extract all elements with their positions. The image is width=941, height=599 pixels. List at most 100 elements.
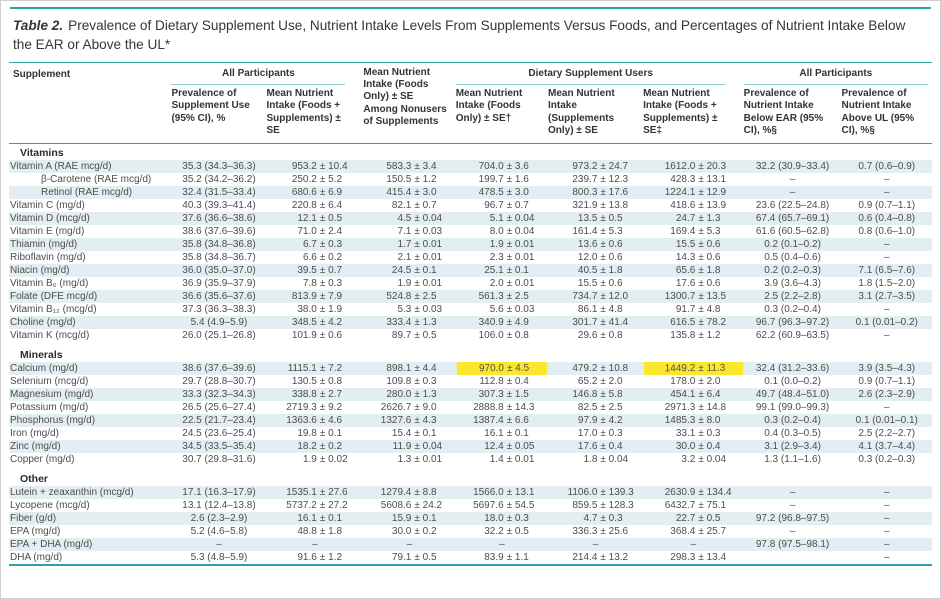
table-row: Iron (mg/d) 24.5 (23.6–25.4) 19.8 ± 0.1 15.4… xyxy=(9,427,932,440)
value-cell: – xyxy=(841,525,932,538)
value: 32.2 (30.9–33.4) xyxy=(755,160,830,172)
value-cell: 418.6 ± 13.9 xyxy=(643,199,744,212)
value-cell: 2.5 (2.2–2.8) xyxy=(743,289,842,303)
value: 26.0 (25.1–26.8) xyxy=(182,329,256,341)
value-se: ± 1.6 xyxy=(506,173,529,185)
value: 2971.3 ± 14.8 xyxy=(644,401,743,414)
value: 18.2 ± 0.2 xyxy=(268,440,363,453)
value: 2626.7 ± 9.0 xyxy=(364,401,454,414)
value: 22.5 (21.7–23.4) xyxy=(182,414,256,426)
value-number: 65.6 xyxy=(675,264,696,276)
value-cell: 2.6 (2.3–2.9) xyxy=(171,511,267,525)
value-cell: 1.9 ± 0.01 xyxy=(455,237,548,251)
value: 2630.9 ± 134.4 xyxy=(644,486,743,499)
value-se: ± 0.3 xyxy=(506,512,529,524)
value-cell: 109.8 ± 0.3 xyxy=(363,375,455,388)
value-cell: 704.0 ± 3.6 xyxy=(455,159,548,173)
value: 1363.6 ± 4.6 xyxy=(268,414,363,427)
value: 32.4 (31.5–33.4) xyxy=(182,186,256,198)
value-se: ± 6.6 xyxy=(506,414,529,426)
value-se: ± 0.5 xyxy=(506,525,529,537)
value-cell: 38.0 ± 1.9 xyxy=(267,303,364,316)
value-cell: 1115.1 ± 7.2 xyxy=(266,361,364,375)
value-se: ± 0.04 xyxy=(506,212,535,224)
supplement-label: Potassium (mg/d) xyxy=(10,401,89,413)
value-cell: 150.5 ± 1.2 xyxy=(363,173,455,186)
value-cell: 0.4 (0.3–0.5) xyxy=(744,427,842,440)
value-cell: 16.1 ± 0.1 xyxy=(456,427,548,440)
value: 734.7 ± 12.0 xyxy=(549,290,642,303)
value-number: 1612.0 xyxy=(664,160,696,172)
value-cell: 130.5 ± 0.8 xyxy=(267,375,364,388)
value: 5.2 (4.6–5.8) xyxy=(190,525,248,537)
value-number: 478.5 xyxy=(478,186,504,198)
value-cell: 1.3 ± 0.01 xyxy=(363,453,455,466)
column-header: Prevalence of Nutrient Intake Below EAR … xyxy=(743,84,842,144)
supplement-label: Vitamin K (mcg/d) xyxy=(10,329,90,341)
value-cell: 1.3 (1.1–1.6) xyxy=(744,453,842,466)
value-number: 1485.3 xyxy=(664,414,696,426)
supplement-label: Magnesium (mg/d) xyxy=(9,387,172,401)
value-cell: 18.2 ± 0.2 xyxy=(266,439,364,453)
value-se: ± 1.3 xyxy=(414,388,437,400)
value-cell: 33.1 ± 0.3 xyxy=(643,427,744,440)
value: 26.5 (25.6–27.4) xyxy=(182,401,256,413)
value: 24.5 (23.6–25.4) xyxy=(182,427,256,439)
value-cell: 17.6 ± 0.4 xyxy=(548,439,644,453)
value: 616.5 ± 78.2 xyxy=(644,316,743,329)
value-cell: 800.3 ± 17.6 xyxy=(548,185,644,199)
value-cell: 4.7 ± 0.3 xyxy=(548,511,644,525)
value: 5.6 ± 0.03 xyxy=(457,303,547,316)
value-number: 583.3 xyxy=(386,160,412,172)
value-cell: 16.1 ± 0.1 xyxy=(266,511,364,525)
value-se: ± 0.03 xyxy=(414,225,443,237)
value-cell: 17.1 (16.3–17.9) xyxy=(171,485,267,499)
value-se: ± 7.9 xyxy=(319,290,343,302)
value-cell: 18.0 ± 0.3 xyxy=(455,511,548,525)
value-cell: 24.5 (23.6–25.4) xyxy=(171,427,266,440)
column-header: Prevalence of Supplement Use (95% CI), % xyxy=(171,84,267,144)
value: 96.7 (96.3–97.2) xyxy=(755,316,830,328)
table-row: Calcium (mg/d) 38.6 (37.6–39.6) 1115.1 ± 7.… xyxy=(9,361,932,375)
value: 307.3 ± 1.5 xyxy=(457,388,547,401)
value: 0.7 (0.6–0.9) xyxy=(858,160,916,172)
value: 16.1 ± 0.1 xyxy=(457,427,547,440)
value: 0.2 (0.1–0.2) xyxy=(764,238,821,250)
value: 29.7 (28.8–30.7) xyxy=(182,375,256,387)
value-cell: 62.2 (60.9–63.5) xyxy=(744,329,842,342)
supplement-label: Niacin (mg/d) xyxy=(9,263,172,277)
value-cell: – xyxy=(841,401,932,414)
value: 15.9 ± 0.1 xyxy=(364,512,454,525)
value-number: 135.8 xyxy=(670,329,696,341)
value-se: ± 1.8 xyxy=(698,264,721,276)
value: 36.6 (35.6–37.6) xyxy=(182,290,256,302)
value-cell: 12.0 ± 0.6 xyxy=(548,251,643,264)
value: 3.1 (2.9–3.4) xyxy=(764,440,821,452)
group-header-label: All Participants xyxy=(743,68,928,85)
value-se: ± 54.5 xyxy=(506,499,535,511)
value-cell: 2719.3 ± 9.2 xyxy=(267,401,364,414)
value: 280.0 ± 1.3 xyxy=(364,388,454,401)
value-se: ± 5.3 xyxy=(600,225,623,237)
value: 1.8 ± 0.04 xyxy=(549,453,642,466)
value-number: 24.7 xyxy=(675,212,696,224)
value: 859.5 ± 128.3 xyxy=(549,499,642,512)
value-cell: 0.9 (0.7–1.1) xyxy=(841,375,932,388)
value: – xyxy=(883,551,890,563)
value: 35.2 (34.2–36.2) xyxy=(182,173,256,185)
value-cell: 5.6 ± 0.03 xyxy=(456,303,548,316)
value-number: 338.8 xyxy=(291,388,317,400)
table-row: Folate (DFE mcg/d) 36.6 (35.6–37.6) 813.9 ±… xyxy=(9,289,932,303)
value-cell: 5608.6 ± 24.2 xyxy=(363,499,455,512)
value-cell: 2.1 ± 0.01 xyxy=(363,251,455,264)
value: 15.5 ± 0.6 xyxy=(644,238,743,251)
value-se: ± 11.3 xyxy=(698,362,726,374)
value-cell: 561.3 ± 2.5 xyxy=(455,289,548,303)
value: 15.5 ± 0.6 xyxy=(549,277,642,290)
value-se: ± 2.5 xyxy=(600,401,623,413)
value: 250.2 ± 5.2 xyxy=(268,173,363,186)
value-se: ± 0.02 xyxy=(319,453,348,465)
value-se: ± 0.7 xyxy=(506,199,529,211)
value-cell: 321.9 ± 13.8 xyxy=(548,199,643,212)
value-cell: – xyxy=(266,537,364,551)
